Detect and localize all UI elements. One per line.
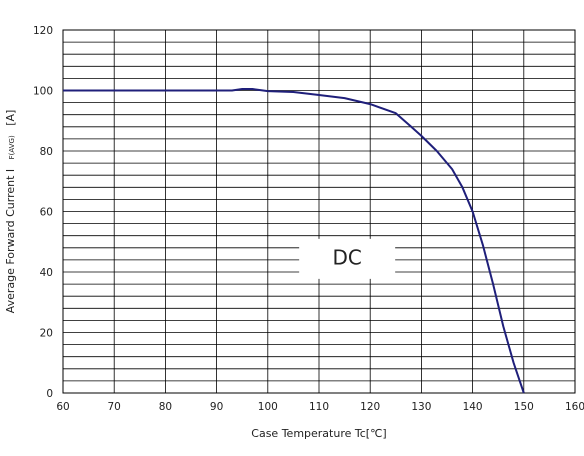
y-tick-label: 100 <box>33 86 53 98</box>
y-axis-label: Average Forward Current I F(AVG) [A] <box>4 110 17 314</box>
y-axis-label-unit: [A] <box>4 110 17 126</box>
y-tick-label: 0 <box>46 388 53 400</box>
x-tick-label: 160 <box>565 401 584 413</box>
x-tick-label: 80 <box>159 401 172 413</box>
plot-frame <box>62 29 576 394</box>
series-line <box>63 88 525 394</box>
x-tick-label: 110 <box>309 401 329 413</box>
y-tick-label: 120 <box>33 25 53 37</box>
x-tick-label: 60 <box>56 401 69 413</box>
x-tick-label: 130 <box>411 401 431 413</box>
series-layer <box>63 88 525 394</box>
x-tick-label: 70 <box>108 401 121 413</box>
tick-labels: 60 70 80 90 100 110 120 130 140 150 160 0 20 40 60 80 10… <box>33 25 584 413</box>
annotation-background <box>299 238 396 279</box>
x-axis-label: Case Temperature Tc[℃] <box>251 427 386 440</box>
y-tick-label: 80 <box>40 146 53 158</box>
x-axis-label-text: Case Temperature Tc[℃] <box>251 427 386 440</box>
x-tick-label: 100 <box>258 401 278 413</box>
grid <box>62 29 576 394</box>
annotation-label: DC <box>332 245 361 269</box>
x-tick-label: 90 <box>210 401 223 413</box>
x-tick-label: 140 <box>463 401 483 413</box>
y-axis-label-sub: F(AVG) <box>8 135 16 159</box>
x-tick-label: 120 <box>360 401 380 413</box>
y-tick-label: 20 <box>40 328 53 340</box>
annotation-box: DC <box>299 238 396 279</box>
y-tick-label: 40 <box>40 267 53 279</box>
y-axis-label-main: Average Forward Current I <box>4 169 17 313</box>
y-tick-label: 60 <box>40 207 53 219</box>
x-tick-label: 150 <box>514 401 534 413</box>
